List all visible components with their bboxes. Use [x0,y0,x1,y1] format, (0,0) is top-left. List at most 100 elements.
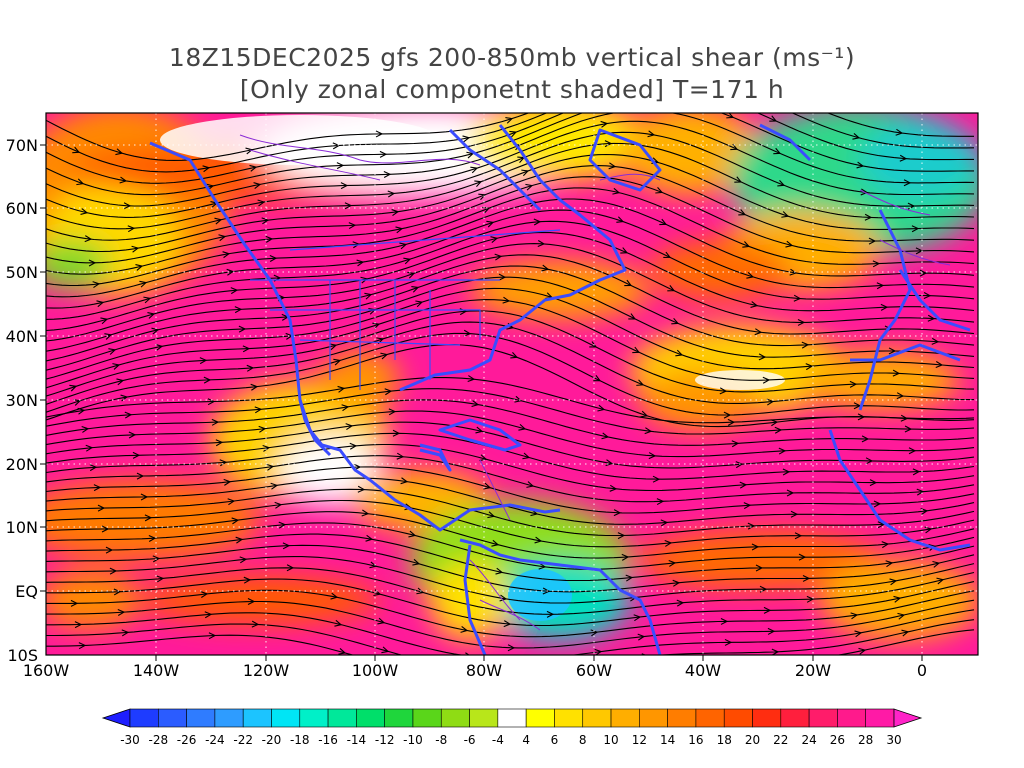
streamline-arrow [762,376,771,384]
streamline-arrow [903,179,912,187]
streamline-arrow [104,333,113,340]
streamline-arrow [608,162,617,170]
streamline-arrow [798,553,807,561]
streamline-arrow [872,260,881,268]
streamline-arrow [262,444,271,452]
streamline-arrow [806,595,815,603]
streamline-arrow [514,395,523,403]
streamline [46,176,975,275]
streamline-arrow [108,348,117,355]
streamline-arrow [533,218,542,226]
colorbar-tick-label: -16 [318,733,338,747]
streamline-arrow [763,606,772,614]
lat-label: 50N [6,263,38,282]
streamline-arrow [782,468,791,476]
streamline-arrow [868,237,877,245]
streamline-arrow [542,587,551,595]
streamline-arrow [895,128,904,136]
streamline-arrow [633,614,642,622]
streamline-arrow [234,306,243,314]
streamline-arrow [219,459,228,467]
colorbar-tick-label: -30 [120,733,140,747]
streamline-arrow [773,147,782,155]
streamline-arrow [660,519,669,527]
streamline-arrow [765,84,772,90]
longitude-axis: 160W 140W 120W 100W 80W 60W 40W 20W 0 [23,655,927,680]
streamline-arrow [416,587,425,595]
streamline-arrow [731,440,740,448]
colorbar-swatch [440,708,470,728]
streamline-arrow [132,451,141,459]
streamline-arrow [628,313,637,320]
streamline-arrow [412,558,421,566]
streamline-arrow [383,171,392,179]
colorbar-tick-label: -8 [435,733,447,747]
streamline-arrow [931,337,940,345]
colorbar-swatch [384,708,414,728]
streamline-arrow [617,532,626,540]
streamline-arrow [112,363,121,370]
colorbar-swatch [723,708,753,728]
colorbar-tick-label: 12 [632,733,647,747]
streamline-arrow [738,209,747,216]
streamline-arrow [250,383,259,391]
streamline-arrow [227,498,236,506]
streamline-arrow [643,113,646,114]
contours [239,134,951,631]
colorbar-tick-label: 26 [830,733,845,747]
streamline-arrow [596,105,603,111]
lon-label: 0 [917,661,927,680]
colorbar-swatch [865,708,895,728]
streamline-arrow [893,595,902,603]
streamline-arrow [348,222,357,230]
streamline-arrow [72,146,81,154]
streamline-arrow [758,353,767,361]
lat-label: 60N [6,199,38,218]
colorbar-tick-label: -20 [262,733,282,747]
colorbar-swatch [525,708,555,728]
streamline-arrow [239,556,248,564]
streamline-arrow [369,561,378,569]
streamline-arrow [901,629,910,637]
streamline-arrow [861,435,870,443]
streamline-arrow [896,392,905,400]
streamline-arrow [463,329,472,337]
streamline-arrow [483,482,492,490]
streamline-arrow [341,404,350,412]
streamline-arrow [200,591,209,598]
streamline-arrow [258,425,267,433]
streamline [46,113,975,207]
streamline-arrow [460,626,469,633]
streamline [46,209,975,309]
streamline-arrow [858,647,867,655]
streamline-arrow [92,281,101,289]
streamline-arrow [235,536,244,544]
streamline-arrow [80,208,89,215]
streamline-arrow [734,176,743,183]
streamline-arrow [507,644,516,652]
streamline-arrow [769,115,778,122]
streamline-arrow [84,235,93,243]
streamline [46,432,975,480]
streamline-arrow [121,629,130,637]
lat-label: 20N [6,455,38,474]
streamline-arrow [885,560,894,568]
title-line-1: 18Z15DEC2025 gfs 200-850mb vertical shea… [168,43,856,72]
grid-lines [46,113,978,655]
streamline-arrow [522,452,531,460]
streamline-arrow [675,349,684,357]
streamline-arrow [245,147,254,155]
streamline-arrow [465,652,470,655]
streamline-arrow [257,199,266,207]
streamline [46,376,975,424]
colorbar-tick-label: -22 [233,733,253,747]
streamline-arrow [726,113,735,119]
streamline-arrow [541,264,550,272]
streamline [46,165,975,264]
lon-label: 160W [23,661,70,680]
streamline-arrow [340,182,349,190]
streamline-arrow [856,161,865,169]
colorbar-swatch [667,708,697,728]
streamline-arrow [73,399,82,406]
streamline-arrow [487,511,496,519]
